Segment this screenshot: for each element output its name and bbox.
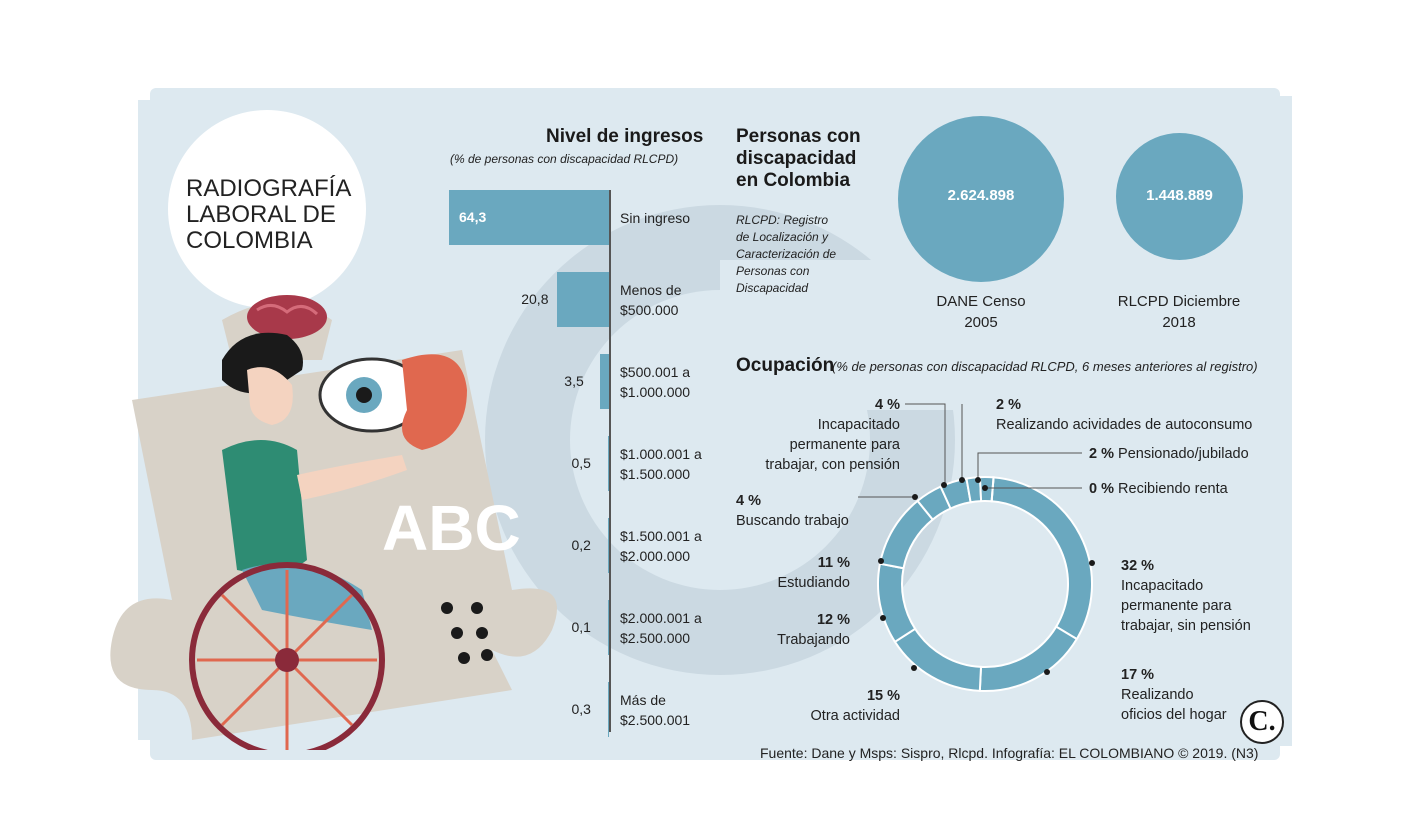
leader-dot — [912, 494, 918, 500]
donut-label-value: 17 % — [1121, 667, 1155, 683]
leader-line — [977, 452, 1082, 480]
leader-dot — [975, 477, 981, 483]
person-figure — [222, 332, 407, 630]
leader-dot — [941, 482, 947, 488]
donut-label-value: 12 % — [816, 612, 850, 628]
donut-label: 15 % Otra actividad — [700, 686, 900, 726]
donut-label: 11 % Estudiando — [700, 553, 850, 593]
donut-label: 2 % Realizando acividades de autoconsumo — [996, 395, 1252, 435]
bubble-dane-label: DANE Censo 2005 — [936, 293, 1026, 331]
donut-label-value: 4 % — [736, 493, 761, 509]
donut-slice — [893, 627, 983, 692]
donut-label-text: Trabajando — [777, 632, 850, 648]
income-bar — [600, 354, 609, 409]
population-title: Personas con discapacidad en Colombia — [736, 126, 861, 191]
source-credit: Fuente: Dane y Msps: Sispro, Rlcpd. Info… — [760, 745, 1259, 761]
donut-label: 4 % Incapacitado permanente para trabajar… — [700, 395, 900, 475]
donut-label: 17 % Realizando oficios del hogar — [1121, 665, 1227, 725]
donut-label-value: 4 % — [875, 397, 900, 413]
donut-label-text: Pensionado/jubilado — [1118, 446, 1249, 462]
donut-label-text: Incapacitado permanente para trabajar, c… — [765, 417, 900, 473]
donut-label-value: 32 % — [1121, 558, 1155, 574]
income-axis — [609, 190, 611, 732]
leader-dot — [1044, 669, 1050, 675]
donut-label-text: Realizando oficios del hogar — [1121, 687, 1227, 723]
abc-letters: ABC — [382, 492, 521, 564]
income-bar-value: 0,5 — [571, 454, 591, 471]
income-bar-category: $2.000.001 a $2.500.000 — [620, 609, 702, 646]
bubble-rlcpd — [1116, 133, 1243, 260]
donut-label-text: Buscando trabajo — [736, 513, 849, 529]
donut-label: 4 % Buscando trabajo — [736, 491, 849, 531]
income-bar — [607, 682, 609, 737]
income-bar-category: $1.000.001 a $1.500.000 — [620, 445, 702, 482]
background-edge-right — [1262, 96, 1292, 746]
donut-label-text: Estudiando — [777, 575, 850, 591]
leader-dot — [959, 477, 965, 483]
income-bar — [607, 436, 609, 491]
income-bar — [557, 272, 609, 327]
leader-dot — [880, 615, 886, 621]
income-bar — [449, 190, 609, 245]
wheelchair-icon — [189, 562, 385, 750]
income-bar-value: 0,1 — [571, 618, 591, 635]
income-bar-category: Sin ingreso — [620, 209, 691, 226]
income-bar-value: 20,8 — [521, 290, 549, 307]
leader-dot — [878, 558, 884, 564]
donut-slice — [978, 625, 1079, 692]
donut-label: 0 % Recibiendo renta — [1089, 479, 1228, 499]
donut-slice — [877, 562, 917, 644]
income-bar-category: $500.001 a $1.000.000 — [620, 363, 691, 400]
leader-dot — [1089, 560, 1095, 566]
leader-dot — [911, 665, 917, 671]
income-bar-value: 0,3 — [571, 700, 591, 717]
bubble-dane — [898, 116, 1064, 282]
donut-label-value: 15 % — [866, 688, 900, 704]
donut-label: 2 % Pensionado/jubilado — [1089, 444, 1249, 464]
income-bar-value: 64,3 — [459, 208, 487, 225]
donut-label: 32 % Incapacitado permanente para trabaja… — [1121, 556, 1251, 636]
income-bar-category: Menos de $500.000 — [620, 281, 682, 318]
leader-dot — [982, 485, 988, 491]
leader-line — [905, 403, 946, 485]
donut-slice — [990, 476, 1093, 641]
occupation-title: Ocupación — [736, 355, 835, 376]
donut-label-text: Recibiendo renta — [1118, 481, 1228, 497]
illustration-puzzle-person: ABC — [110, 295, 557, 750]
income-bar-value: 3,5 — [564, 372, 584, 389]
donut-label-value: 0 % — [1089, 481, 1114, 497]
eye-icon — [318, 354, 467, 450]
income-bar-category: Más de $2.500.001 — [620, 691, 691, 728]
income-title: Nivel de ingresos — [546, 126, 704, 147]
income-bar — [607, 518, 609, 573]
donut-slice — [990, 476, 995, 503]
income-bar-category: $1.500.001 a $2.000.000 — [620, 527, 702, 564]
donut-label-text: Otra actividad — [810, 708, 900, 724]
el-colombiano-logo: C. — [1240, 700, 1284, 744]
brain-icon — [247, 295, 327, 339]
donut-label: 12 % Trabajando — [700, 610, 850, 650]
donut-label-value: 2 % — [996, 397, 1021, 413]
donut-label-text: Realizando acividades de autoconsumo — [996, 417, 1253, 433]
main-title: RADIOGRAFÍA LABORAL DE COLOMBIA — [186, 175, 352, 254]
income-bar — [607, 600, 609, 655]
donut-label-text: Incapacitado permanente para trabajar, s… — [1121, 578, 1251, 634]
bubble-dane-value: 2.624.898 — [947, 187, 1015, 204]
occupation-subtitle: (% de personas con discapacidad RLCPD, 6… — [832, 359, 1258, 374]
income-bar-value: 0,2 — [571, 536, 591, 553]
donut-label-value: 2 % — [1089, 446, 1114, 462]
bubble-rlcpd-value: 1.448.889 — [1146, 187, 1213, 204]
donut-label-value: 11 % — [817, 555, 850, 571]
rlcpd-note: RLCPD: Registro de Localización y Caract… — [736, 213, 837, 295]
braille-dots-icon — [441, 602, 493, 664]
title-circle — [168, 110, 366, 308]
bubble-rlcpd-label: RLCPD Diciembre 2018 — [1117, 293, 1241, 331]
income-subtitle: (% de personas con discapacidad RLCPD) — [450, 152, 679, 166]
